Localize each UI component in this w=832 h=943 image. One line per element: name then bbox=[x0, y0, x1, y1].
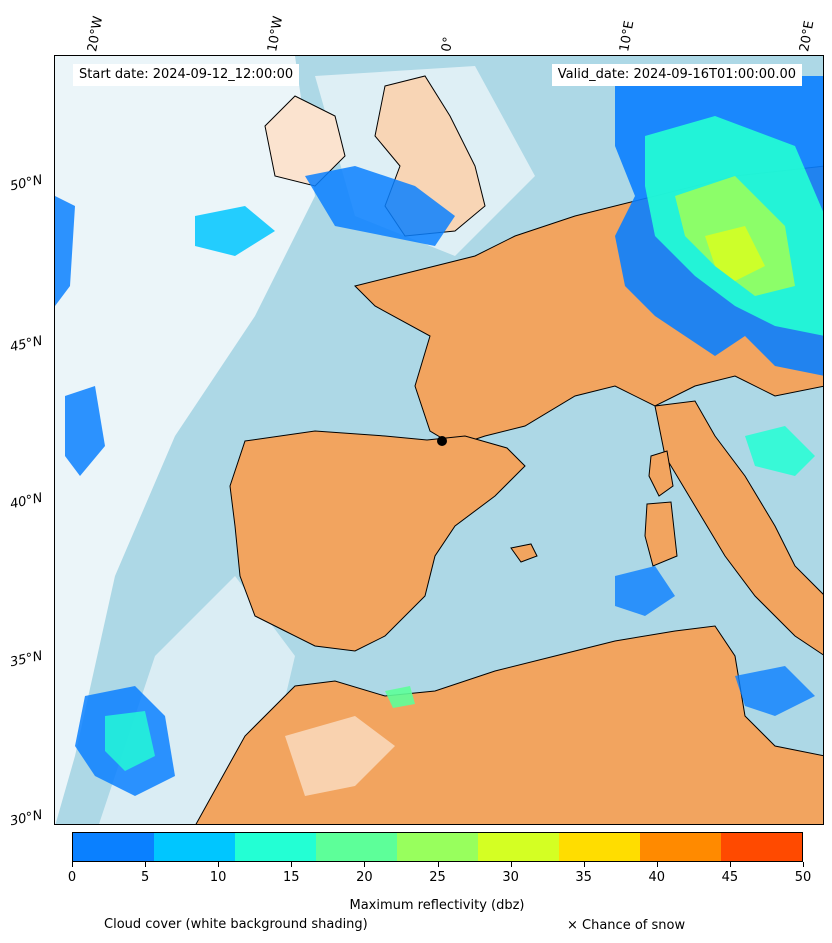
colorbar-bin-1 bbox=[154, 833, 235, 861]
ireland bbox=[264, 95, 346, 187]
colorbar-tick-label: 35 bbox=[575, 870, 592, 885]
sardinia bbox=[644, 501, 678, 567]
reflectivity-tyrrhenian bbox=[615, 566, 675, 616]
balearic-islands bbox=[510, 543, 538, 563]
lon-label-10e: 10°E bbox=[617, 19, 638, 54]
colorbar-tick-mark bbox=[218, 862, 220, 867]
italy bbox=[654, 400, 823, 656]
lat-label-35n: 35°N bbox=[8, 648, 44, 671]
lon-label-20e: 20°E bbox=[797, 19, 818, 54]
lat-label-45n: 45°N bbox=[8, 333, 44, 356]
colorbar-tick-label: 15 bbox=[283, 870, 300, 885]
lat-label-40n: 40°N bbox=[8, 490, 44, 513]
weather-map[interactable] bbox=[54, 55, 824, 825]
colorbar-tick-label: 40 bbox=[648, 870, 666, 885]
colorbar-tick-label: 10 bbox=[209, 870, 227, 885]
colorbar-bin-6 bbox=[559, 833, 640, 861]
colorbar-tick-label: 50 bbox=[794, 870, 812, 885]
location-marker bbox=[437, 436, 447, 446]
reflectivity-west-mid bbox=[65, 386, 105, 476]
reflectivity-channel bbox=[305, 166, 455, 246]
colorbar-bin-2 bbox=[235, 833, 316, 861]
reflectivity-adriatic bbox=[745, 426, 815, 476]
colorbar-tick-mark bbox=[510, 862, 512, 867]
reflectivity-northeast-25-30 bbox=[705, 226, 765, 281]
lon-label-20w: 20°W bbox=[85, 15, 107, 54]
colorbar-bin-3 bbox=[316, 833, 397, 861]
colorbar-tick-mark bbox=[72, 862, 73, 867]
cloud-cover-label: Cloud cover (white background shading) bbox=[104, 917, 368, 932]
reflectivity-colorbar bbox=[72, 832, 803, 862]
lat-label-30n: 30°N bbox=[8, 807, 44, 830]
lon-label-10w: 10°W bbox=[265, 15, 287, 54]
colorbar-tick-label: 5 bbox=[140, 870, 150, 885]
colorbar-bin-5 bbox=[478, 833, 559, 861]
colorbar-tick-mark bbox=[291, 862, 293, 867]
cloud-shading-atlas bbox=[285, 716, 395, 796]
colorbar-tick-label: 0 bbox=[67, 870, 77, 885]
reflectivity-west-edge bbox=[55, 196, 75, 306]
reflectivity-atlantic bbox=[195, 206, 275, 256]
valid-date-label: Valid_date: 2024-09-16T01:00:00.00 bbox=[551, 64, 802, 86]
colorbar-tick-label: 25 bbox=[429, 870, 446, 885]
lon-label-0: 0° bbox=[439, 35, 457, 53]
colorbar-tick-label: 30 bbox=[502, 870, 519, 885]
colorbar-bin-4 bbox=[397, 833, 478, 861]
colorbar-tick-mark bbox=[145, 862, 147, 867]
colorbar-tick-mark bbox=[803, 862, 804, 867]
reflectivity-alboran bbox=[385, 686, 415, 708]
map-canvas bbox=[55, 56, 823, 824]
cloud-shading-west bbox=[55, 56, 315, 824]
colorbar-bin-7 bbox=[640, 833, 721, 861]
snow-chance-label: × Chance of snow bbox=[567, 918, 686, 933]
reflectivity-southwest-core bbox=[105, 711, 155, 771]
colorbar-tick-mark bbox=[729, 862, 731, 867]
start-date-label: Start date: 2024-09-12_12:00:00 bbox=[73, 64, 300, 86]
colorbar-tick-label: 20 bbox=[356, 870, 373, 885]
colorbar-tick-mark bbox=[437, 862, 439, 867]
colorbar-title: Maximum reflectivity (dbz) bbox=[349, 898, 525, 913]
colorbar-tick-mark bbox=[583, 862, 585, 867]
corsica bbox=[648, 450, 674, 497]
colorbar-tick-label: 45 bbox=[721, 870, 739, 885]
colorbar-tick-mark bbox=[364, 862, 366, 867]
reflectivity-central-med bbox=[735, 666, 815, 716]
colorbar-bin-8 bbox=[721, 833, 802, 861]
iberian-peninsula bbox=[229, 430, 526, 652]
colorbar-tick-mark bbox=[656, 862, 658, 867]
lat-label-50n: 50°N bbox=[8, 172, 44, 195]
colorbar-bin-0 bbox=[73, 833, 154, 861]
